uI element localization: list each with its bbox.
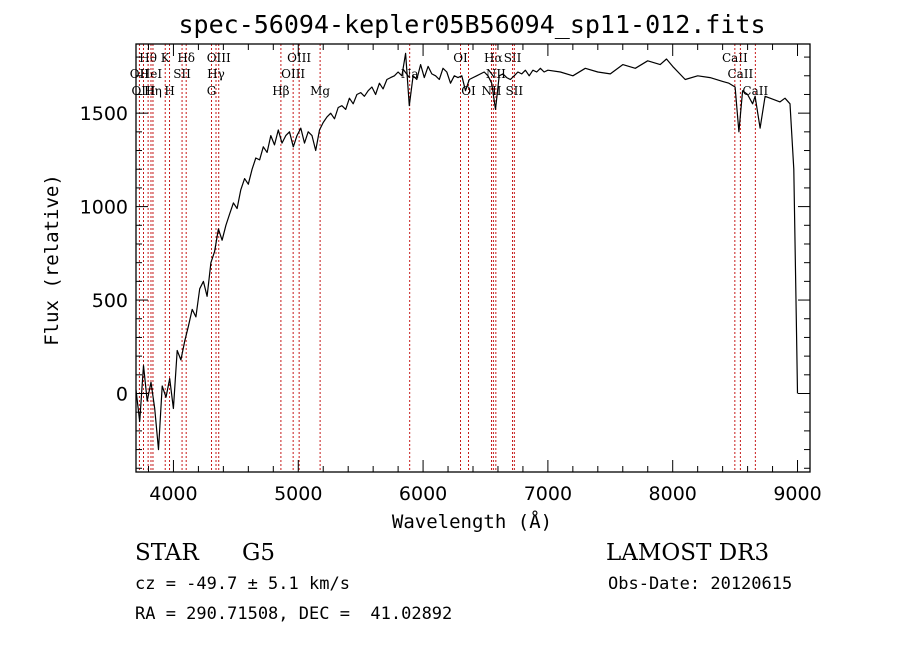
line-marker-label: Hβ [272,84,289,98]
line-marker-label: Hδ [177,51,195,65]
redshift-info: cz = -49.7 ± 5.1 km/s [135,574,350,594]
obs-date-info: Obs-Date: 20120615 [608,574,793,594]
y-tick-label: 1500 [80,103,128,125]
axis-ticks: 4000 5000 6000 7000 8000 9000 0 500 1000 1500 [80,44,822,505]
line-marker-label: OI [461,84,476,98]
line-marker-label: Hθ [139,51,157,65]
object-class: STAR [135,540,199,566]
line-marker-label: CaII [727,67,753,81]
line-marker-label: Hη [144,84,162,98]
line-marker-label: OIII [207,51,231,65]
line-marker-label: Hγ [207,67,225,81]
y-tick-label: 500 [92,290,128,312]
line-marker-label: Mg [310,84,330,98]
line-marker-label: NII [486,67,506,81]
y-tick-label: 0 [116,384,128,406]
line-marker-label: HeI [140,67,163,81]
x-tick-label: 9000 [773,483,821,505]
x-tick-label: 4000 [149,483,197,505]
line-marker-label: SII [173,67,191,81]
line-markers: HθOIIOIIIHeIHηKHSIIHδGOIIIHγHβOIIIOIIIMg… [130,44,768,472]
line-marker-label: OI [453,51,468,65]
line-marker-label: G [207,84,217,98]
survey-name: LAMOST DR3 [606,540,770,566]
object-subclass: G5 [242,540,276,566]
spectrum-series-line [135,52,799,451]
line-marker-label: Hα [484,51,503,65]
chart-title: spec-56094-kepler05B56094_sp11-012.fits [179,10,766,39]
line-marker-label: K [161,51,171,65]
x-tick-label: 8000 [649,483,697,505]
y-axis-label: Flux (relative) [41,174,63,346]
x-tick-label: 7000 [524,483,572,505]
x-axis-label: Wavelength (Å) [392,510,552,533]
line-marker-label: OIII [281,67,305,81]
line-marker-label: SII [504,51,522,65]
series-layer [135,52,799,451]
x-tick-label: 5000 [274,483,322,505]
y-tick-label: 1000 [80,197,128,219]
line-marker-label: OII [130,67,150,81]
line-marker-label: OIII [287,51,311,65]
x-tick-label: 6000 [399,483,447,505]
line-marker-label: H [164,84,174,98]
coordinates-info: RA = 290.71508, DEC = 41.02892 [135,604,453,624]
line-marker-label: CaII [742,84,768,98]
line-marker-label: CaII [722,51,748,65]
line-marker-label: SII [505,84,523,98]
plot-frame [135,43,811,473]
